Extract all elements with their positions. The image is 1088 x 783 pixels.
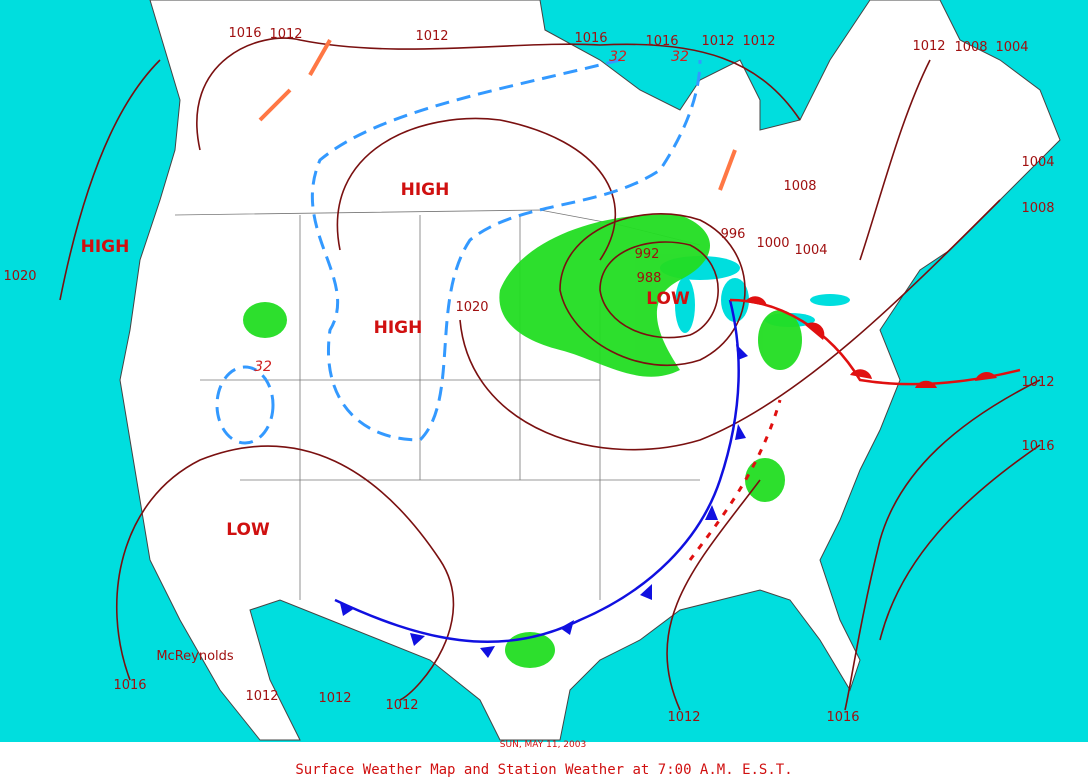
isobar-label: 1008 [1021, 201, 1054, 216]
land [119, 0, 1061, 741]
dryline [258, 39, 737, 191]
trough [688, 399, 782, 561]
isobar-label: 1012 [701, 34, 734, 49]
isobar-label: 1012 [385, 698, 418, 713]
isobar-label: 1012 [318, 691, 351, 706]
cold-front [334, 299, 748, 658]
map-author: McReynolds [156, 649, 234, 664]
isotherm-label: 32 [254, 359, 272, 375]
pressure-system: HIGH [81, 237, 130, 257]
map-date: SUN, MAY 11, 2003 [500, 740, 586, 750]
isobar-label: 1012 [912, 39, 945, 54]
isobar-label: 1016 [228, 26, 261, 41]
isobar-label: 1012 [415, 29, 448, 44]
isobar-label: 1012 [742, 34, 775, 49]
isobar-label: 992 [635, 247, 660, 262]
pressure-system: LOW [646, 289, 690, 309]
isobar-label: 1008 [954, 40, 987, 55]
isobar-label: 1008 [783, 179, 816, 194]
footer [0, 742, 1088, 783]
isobar-label: 1004 [794, 243, 827, 258]
isobar-label: 1016 [826, 710, 859, 725]
warm-front [729, 296, 1021, 388]
isotherm-label: 32 [671, 49, 689, 65]
isobar-label: 1016 [574, 31, 607, 46]
isobars [59, 37, 1041, 711]
map-caption: Surface Weather Map and Station Weather … [295, 762, 792, 778]
isobar-label: 1020 [455, 300, 488, 315]
isobar-label: 996 [721, 227, 746, 242]
isobar-label: 1004 [995, 40, 1028, 55]
isobar-label: 1016 [645, 34, 678, 49]
freezing-lines [215, 58, 702, 445]
isobar-label: 1016 [1021, 439, 1054, 454]
isobar-label: 1012 [1021, 375, 1054, 390]
isotherm-label: 32 [609, 49, 627, 65]
isobar-label: 1004 [1021, 155, 1054, 170]
isobar-label: 988 [637, 271, 662, 286]
pressure-system: HIGH [374, 318, 423, 338]
pressure-system: LOW [226, 520, 270, 540]
isobar-label: 1012 [269, 27, 302, 42]
isobar-label: 1016 [113, 678, 146, 693]
isobar-label: 1020 [3, 269, 36, 284]
pressure-system: HIGH [401, 180, 450, 200]
isobar-label: 1000 [756, 236, 789, 251]
isobar-label: 1012 [667, 710, 700, 725]
isobar-label: 1012 [245, 689, 278, 704]
